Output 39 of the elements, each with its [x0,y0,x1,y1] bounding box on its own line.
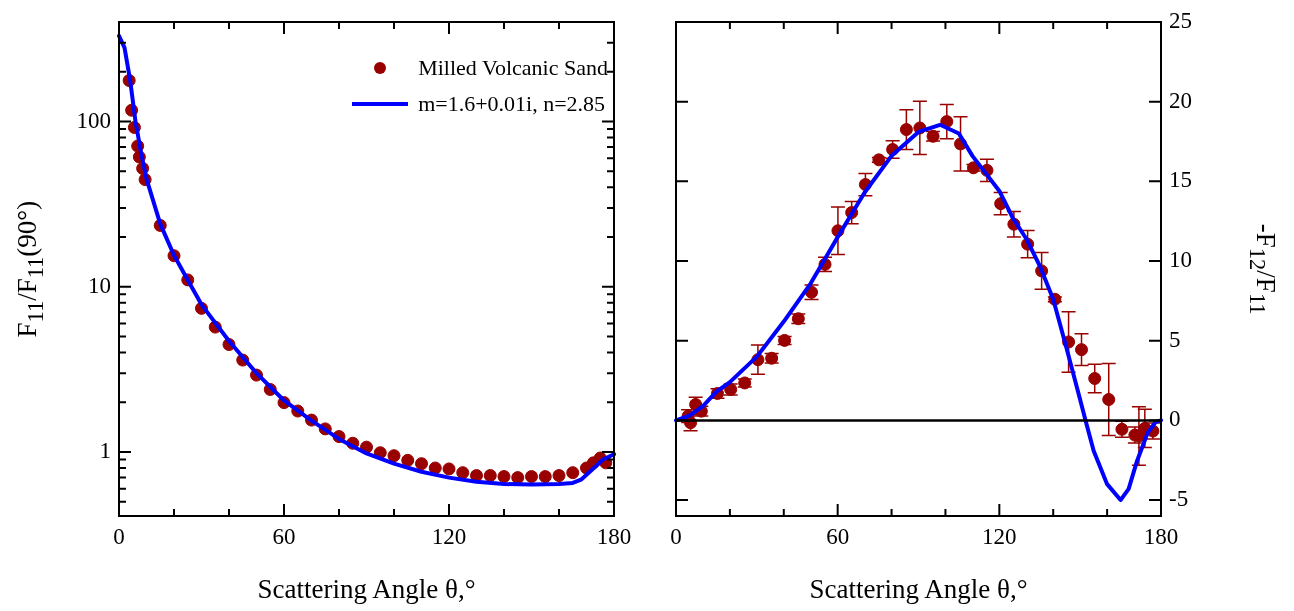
point [872,153,886,167]
point [552,469,566,483]
point [1102,393,1116,407]
x-tick-label: 180 [596,523,632,549]
y-tick-label: 100 [76,107,111,133]
y2-tick-label: 5 [1169,326,1181,352]
x-tick-label: 0 [670,523,682,549]
x-tick-label: 120 [431,523,467,549]
x-tick-label: 60 [272,523,296,549]
y2-tick-label: 20 [1169,87,1192,113]
x-tick-label: 120 [982,523,1017,549]
point [442,462,456,476]
y-tick-label: 1 [99,438,111,464]
legend-label: m=1.6+0.01i, n=2.85 [418,90,606,118]
y2-tick-label: 0 [1169,406,1181,432]
point [483,469,497,483]
x-tick-label: 0 [113,523,125,549]
x-tick-label: 180 [1143,523,1179,549]
x-axis-title: Scattering Angle θ,° [257,573,476,604]
point [899,123,913,137]
x-tick-label: 60 [826,523,850,549]
y-tick-label: 10 [88,272,111,298]
point [401,453,415,467]
point [525,470,538,484]
legend-label: Milled Volcanic Sand [418,54,608,82]
point [415,457,428,471]
y2-tick-label: 10 [1169,247,1192,273]
point [456,466,470,480]
point [387,449,401,463]
point [1075,343,1089,357]
point [497,470,511,484]
x-axis-title: Scattering Angle θ,° [809,573,1028,604]
point [428,461,442,475]
y2-tick-label: -5 [1169,486,1189,512]
y2-tick-label: 25 [1169,8,1192,34]
point [1088,371,1102,385]
point [538,470,552,484]
point [566,466,580,480]
y2-tick-label: 15 [1169,167,1192,193]
